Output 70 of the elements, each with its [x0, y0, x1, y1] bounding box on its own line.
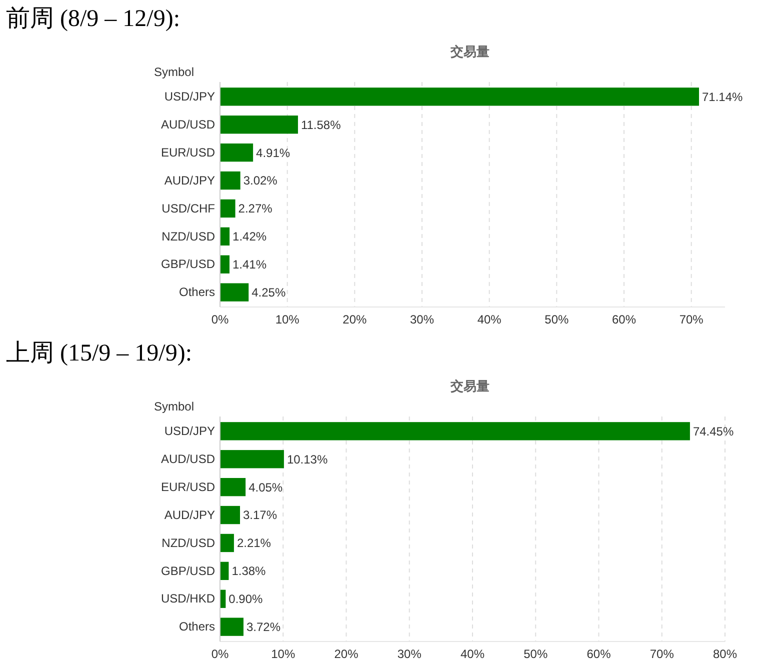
x-tick-label: 40% — [460, 647, 485, 662]
x-tick-label: 30% — [397, 647, 422, 662]
chart-subtitle: 交易量 — [450, 44, 490, 60]
y-tick-label: NZD/USD — [162, 536, 216, 550]
data-label: 4.91% — [256, 146, 290, 160]
bar — [220, 506, 240, 524]
data-label: 2.21% — [236, 536, 272, 550]
bar — [220, 255, 230, 274]
chart-title: 上周 (15/9 – 19/9): — [6, 340, 192, 366]
y-tick-label: USD/CHF — [162, 201, 215, 216]
chart-title: 前周 (8/9 – 12/9): — [6, 6, 180, 32]
data-label: 71.14% — [702, 90, 744, 104]
y-tick-label: GBP/USD — [160, 257, 216, 272]
data-label: 3.72% — [246, 620, 281, 634]
data-label: 3.17% — [243, 508, 278, 522]
x-tick-label: 60% — [586, 647, 612, 662]
data-label: 10.13% — [286, 452, 328, 466]
x-tick-label: 50% — [524, 647, 548, 662]
x-tick-label: 70% — [650, 647, 674, 662]
y-tick-label: EUR/USD — [160, 480, 216, 494]
bar — [220, 143, 254, 162]
y-axis-title: Symbol — [154, 400, 194, 414]
data-label: 11.58% — [300, 118, 342, 132]
y-tick-label: AUD/USD — [160, 452, 216, 466]
x-tick-label: 80% — [712, 647, 738, 662]
y-tick-label: USD/HKD — [160, 592, 216, 606]
x-tick-label: 10% — [271, 647, 296, 662]
y-tick-label: AUD/USD — [160, 117, 216, 132]
y-axis-title: Symbol — [154, 65, 194, 79]
bar — [220, 422, 690, 440]
data-label: 3.02% — [243, 174, 278, 188]
x-tick-label: 40% — [477, 312, 502, 327]
x-tick-label: 20% — [334, 647, 359, 662]
x-tick-label: 0% — [211, 312, 229, 327]
x-tick-label: 0% — [211, 647, 229, 662]
data-label: 4.25% — [252, 286, 286, 300]
y-tick-label: AUD/JPY — [164, 508, 215, 522]
bar — [220, 171, 240, 190]
y-tick-label: EUR/USD — [160, 145, 216, 160]
bar — [220, 116, 298, 134]
y-tick-label: Others — [178, 285, 215, 300]
bar — [220, 199, 236, 218]
x-tick-label: 50% — [544, 312, 569, 327]
data-label: 74.45% — [692, 424, 734, 438]
bar — [220, 562, 229, 580]
bar — [220, 283, 249, 302]
bar — [220, 88, 700, 106]
data-label: 1.42% — [232, 230, 267, 244]
bar — [220, 227, 230, 246]
y-tick-label: USD/JPY — [164, 424, 215, 438]
data-label: 4.05% — [248, 480, 283, 494]
x-tick-label: 70% — [679, 312, 704, 327]
data-label: 2.27% — [238, 202, 273, 216]
data-label: 0.90% — [228, 592, 264, 606]
y-tick-label: NZD/USD — [162, 229, 216, 244]
data-label: 1.38% — [232, 564, 266, 578]
x-tick-label: 10% — [275, 312, 300, 327]
bar — [220, 478, 246, 496]
y-tick-label: GBP/USD — [160, 564, 216, 578]
data-label: 1.41% — [232, 258, 267, 272]
bar — [220, 618, 244, 636]
chart-subtitle: 交易量 — [450, 378, 490, 394]
x-tick-label: 30% — [410, 312, 434, 327]
bar — [220, 450, 284, 468]
y-tick-label: Others — [178, 620, 215, 634]
y-tick-label: USD/JPY — [164, 90, 215, 104]
bar — [220, 534, 234, 552]
x-tick-label: 60% — [612, 312, 636, 327]
y-tick-label: AUD/JPY — [164, 173, 215, 188]
x-tick-label: 20% — [342, 312, 367, 327]
